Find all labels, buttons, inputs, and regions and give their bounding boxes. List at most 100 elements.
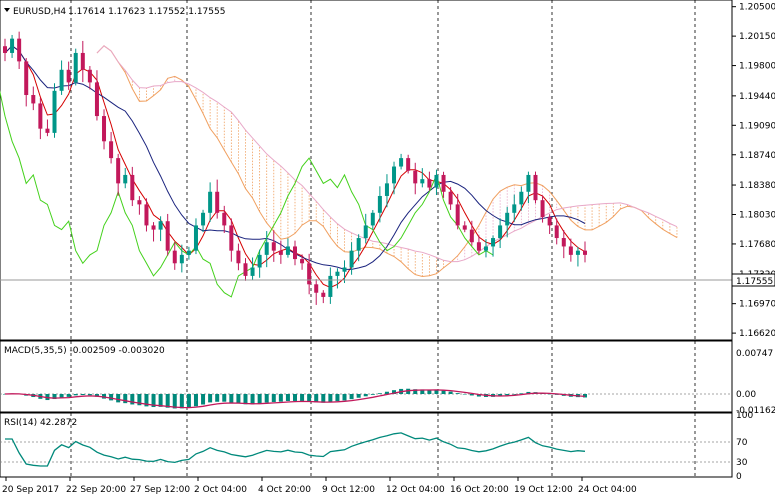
- candle-body: [321, 292, 326, 297]
- candle-body: [307, 263, 312, 285]
- macd-bar: [186, 394, 191, 408]
- price-tick-label: 1.19440: [739, 92, 775, 102]
- macd-bar: [109, 394, 114, 401]
- candle-body: [52, 90, 57, 133]
- candle-body: [512, 204, 517, 213]
- candle-body: [73, 52, 78, 83]
- macd-tick-label: -0.011622: [736, 406, 775, 416]
- macd-bar: [476, 394, 481, 397]
- time-axis: 20 Sep 2017 22 Sep 20:00 27 Sep 12:00 2 Oct…: [2, 477, 637, 495]
- rsi-tick-label: 0: [736, 472, 742, 482]
- price-tick-label: 1.20500: [739, 3, 775, 13]
- candle-body: [554, 225, 559, 239]
- candle-body: [491, 238, 496, 247]
- candle-body: [483, 246, 488, 251]
- macd-bar: [102, 394, 107, 399]
- price-tick-label: 1.18740: [739, 151, 775, 161]
- candle-body: [123, 174, 128, 184]
- macd-bar: [293, 394, 297, 401]
- macd-bar: [208, 394, 213, 403]
- macd-bar: [201, 394, 206, 405]
- rsi-label: RSI(14) 42.2872: [4, 418, 77, 428]
- candle-body: [519, 191, 524, 205]
- candle-body: [561, 238, 566, 247]
- macd-bar: [363, 394, 368, 397]
- price-tick-label: 1.19090: [739, 121, 775, 131]
- macd-axis: 0.00747 0.00 -0.011622: [736, 349, 775, 416]
- time-tick-label: 9 Oct 12:00: [322, 485, 375, 495]
- candle-body: [356, 238, 361, 251]
- macd-panel[interactable]: MACD(5,35,5) -0.002509 -0.003020: [0, 346, 732, 409]
- macd-bar: [356, 394, 361, 398]
- candle-body: [229, 225, 234, 251]
- macd-bar: [285, 394, 290, 402]
- rsi-panel[interactable]: RSI(14) 42.2872: [0, 418, 732, 467]
- candle-body: [144, 204, 149, 226]
- current-price-label: 1.17555: [736, 277, 773, 287]
- triangle-down-icon[interactable]: [4, 8, 10, 12]
- macd-bar: [321, 394, 326, 403]
- macd-bar: [370, 394, 375, 395]
- macd-bar: [229, 394, 234, 403]
- candle-body: [328, 275, 333, 297]
- candle-body: [476, 242, 481, 251]
- candle-body: [10, 38, 15, 53]
- candle-body: [413, 170, 418, 184]
- candle-body: [533, 174, 538, 201]
- macd-bar: [3, 394, 7, 395]
- candle-body: [335, 271, 340, 276]
- macd-tick-label: 0.00747: [736, 349, 773, 359]
- candle-body: [469, 229, 474, 243]
- macd-label: MACD(5,35,5) -0.002509 -0.003020: [4, 346, 165, 356]
- candle-body: [80, 52, 85, 70]
- macd-bar: [123, 394, 128, 404]
- macd-bar: [519, 393, 524, 394]
- macd-bar: [59, 394, 64, 398]
- candle-body: [137, 200, 142, 205]
- macd-bar: [427, 389, 432, 394]
- macd-bar: [179, 394, 184, 409]
- macd-bar: [349, 394, 354, 400]
- macd-bar: [250, 394, 255, 405]
- macd-bar: [271, 394, 276, 402]
- macd-bar: [498, 394, 503, 397]
- candle-body: [285, 246, 290, 255]
- macd-bar: [434, 389, 439, 394]
- macd-bar: [66, 394, 71, 397]
- candle-body: [193, 225, 198, 251]
- macd-bar: [328, 394, 333, 402]
- candle-body: [448, 191, 453, 205]
- candle-body: [498, 225, 503, 239]
- macd-bar: [547, 393, 552, 395]
- candle-body: [505, 212, 510, 226]
- macd-tick-label: 0.00: [736, 390, 756, 400]
- candle-body: [257, 254, 262, 268]
- candle-body: [540, 200, 545, 218]
- candle-body: [45, 128, 50, 133]
- macd-bar: [505, 394, 510, 396]
- candle-body: [406, 158, 411, 171]
- macd-signal-line: [4, 389, 586, 409]
- candle-body: [583, 250, 587, 255]
- candle-body: [17, 38, 22, 62]
- macd-bar: [116, 394, 121, 403]
- macd-bar: [462, 394, 467, 395]
- macd-bar: [236, 394, 241, 404]
- candle-body: [102, 116, 107, 142]
- price-candles[interactable]: [3, 31, 587, 305]
- candle-body: [165, 221, 170, 251]
- candle-body: [271, 242, 276, 251]
- candle-body: [399, 158, 404, 167]
- macd-bar: [215, 394, 220, 402]
- rsi-tick-label: 70: [736, 438, 748, 448]
- time-tick-label: 16 Oct 20:00: [450, 485, 509, 495]
- time-tick-label: 4 Oct 20:00: [258, 485, 311, 495]
- current-price-badge: 1.17555: [731, 273, 775, 287]
- rsi-tick-label: 30: [736, 458, 748, 468]
- macd-bar: [406, 388, 411, 394]
- candle-body: [151, 225, 156, 230]
- price-tick-label: 1.19800: [739, 62, 775, 72]
- candle-body: [250, 267, 255, 276]
- candle-body: [370, 212, 375, 226]
